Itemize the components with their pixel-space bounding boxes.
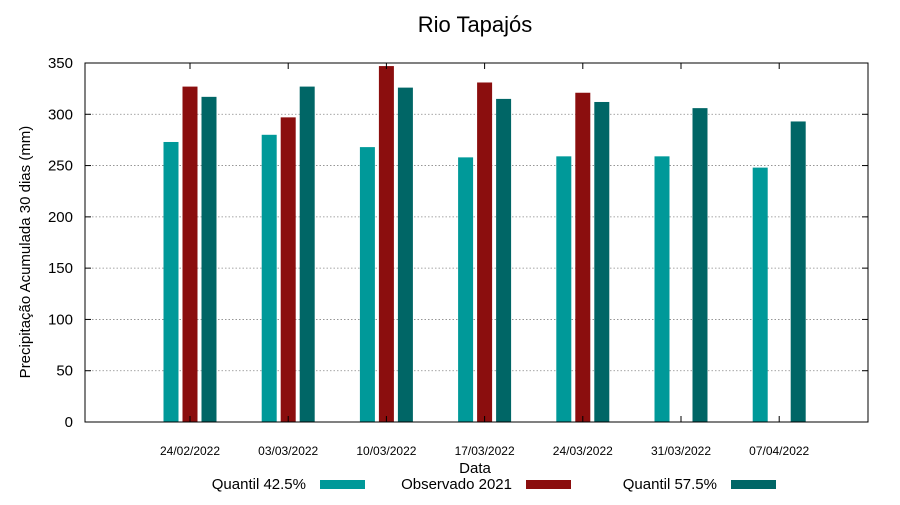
x-tick-label: 24/03/2022 [553, 444, 613, 458]
legend-label: Quantil 57.5% [623, 476, 717, 493]
chart-title: Rio Tapajós [418, 12, 533, 37]
x-tick-label: 10/03/2022 [356, 444, 416, 458]
x-tick-label: 17/03/2022 [455, 444, 515, 458]
x-tick-label: 07/04/2022 [749, 444, 809, 458]
bar-2 [575, 92, 591, 422]
y-tick-label: 0 [65, 414, 73, 431]
y-tick-label: 150 [48, 260, 73, 277]
bar-3 [496, 98, 512, 423]
bar-1 [163, 141, 179, 423]
legend-swatch [320, 480, 365, 489]
bar-2 [280, 117, 296, 422]
bar-2 [477, 82, 493, 422]
x-axis-label: Data [459, 460, 491, 477]
y-tick-label: 50 [56, 363, 73, 380]
bar-1 [654, 156, 670, 422]
bar-3 [299, 86, 315, 422]
y-tick-label: 250 [48, 158, 73, 175]
bar-3 [594, 101, 610, 422]
bar-3 [397, 87, 413, 423]
x-tick-label: 24/02/2022 [160, 444, 220, 458]
bar-1 [556, 156, 572, 422]
y-tick-label: 350 [48, 55, 73, 72]
y-tick-label: 300 [48, 106, 73, 123]
bar-1 [261, 134, 277, 423]
legend-swatch [526, 480, 571, 489]
bar-2 [378, 66, 394, 422]
y-tick-label: 200 [48, 209, 73, 226]
bar-1 [359, 147, 375, 422]
y-axis-label: Precipitação Acumulada 30 dias (mm) [17, 126, 34, 379]
legend-label: Quantil 42.5% [212, 476, 306, 493]
legend-swatch [731, 480, 776, 489]
x-tick-label: 03/03/2022 [258, 444, 318, 458]
bar-3 [790, 121, 806, 423]
y-tick-label: 100 [48, 311, 73, 328]
bar-2 [182, 86, 198, 422]
legend-label: Observado 2021 [401, 476, 512, 493]
bar-1 [458, 157, 474, 422]
plot-frame [84, 62, 869, 423]
bar-3 [692, 108, 708, 422]
bar-3 [201, 96, 217, 422]
bar-1 [752, 167, 768, 422]
x-tick-label: 31/03/2022 [651, 444, 711, 458]
